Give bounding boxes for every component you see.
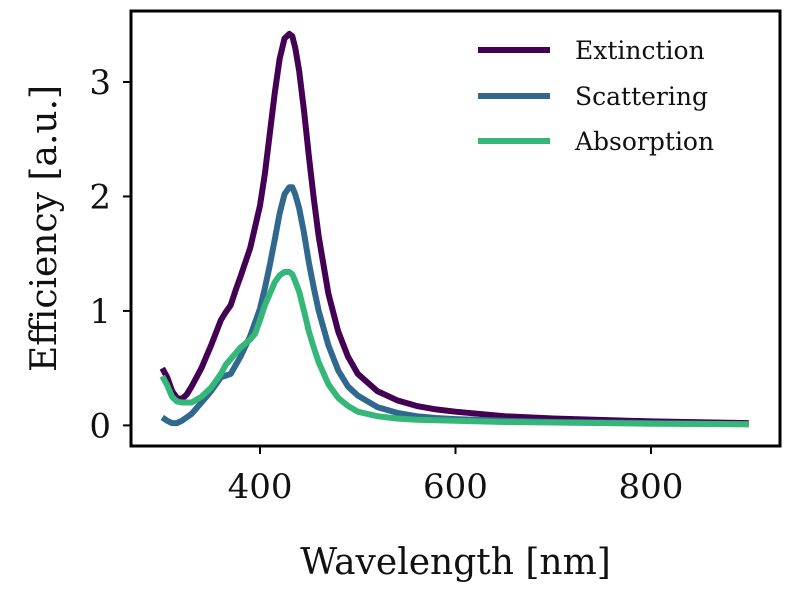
x-tick-label: 800: [619, 467, 684, 507]
series-lines: [159, 30, 749, 428]
legend: Extinction Scattering Absorption: [478, 36, 714, 156]
plot-frame: [129, 9, 782, 448]
y-tick-label: 1: [89, 292, 111, 332]
legend-label-absorption: Absorption: [574, 127, 714, 156]
y-axis-label: Efficiency [a.u.]: [24, 85, 65, 372]
series-line-extinction: [159, 30, 749, 427]
y-tick-label: 2: [89, 177, 111, 217]
x-axis: 400 600 800: [228, 446, 684, 507]
y-tick-label: 0: [89, 406, 111, 446]
legend-label-extinction: Extinction: [575, 36, 705, 65]
series-line-absorption: [159, 269, 749, 428]
x-axis-label: Wavelength [nm]: [300, 542, 611, 583]
x-tick-label: 600: [423, 467, 488, 507]
legend-label-scattering: Scattering: [575, 82, 708, 111]
y-axis: 0 1 2 3: [89, 63, 131, 446]
x-tick-label: 400: [228, 467, 293, 507]
y-tick-label: 3: [89, 63, 111, 103]
series-line-scattering: [160, 184, 749, 428]
